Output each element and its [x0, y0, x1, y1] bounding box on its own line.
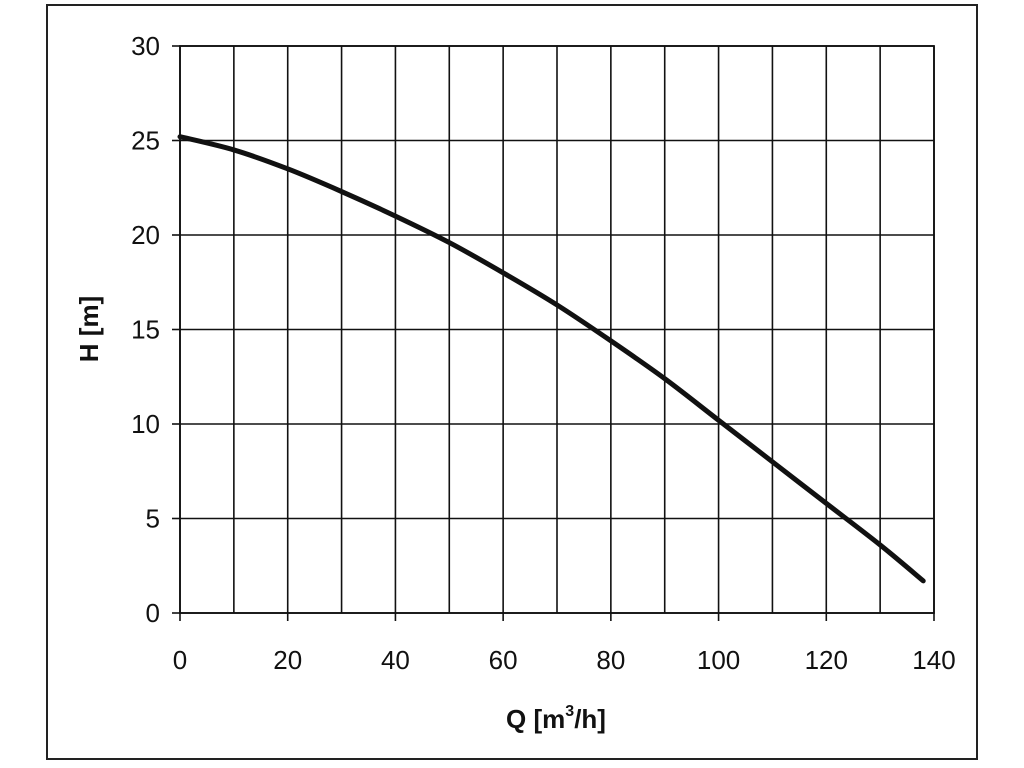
x-axis-title-superscript: 3: [565, 703, 574, 720]
x-tick-label: 100: [697, 645, 740, 675]
x-axis-title-main: Q [m: [506, 704, 565, 734]
series-point: [339, 189, 344, 194]
series-point: [393, 214, 398, 219]
grid-lines: [179, 45, 935, 614]
series-point: [770, 459, 775, 464]
series-point: [555, 302, 560, 307]
series-point: [921, 578, 926, 583]
series-point: [447, 240, 452, 245]
y-tick-labels: 0 5 10 15 20 25 30: [131, 31, 160, 628]
x-tick-label: 140: [912, 645, 955, 675]
y-tick-label: 15: [131, 315, 160, 345]
x-tick-label: 80: [596, 645, 625, 675]
x-tick-labels: 0 20 40 60 80 100 120 140: [173, 645, 956, 675]
series-line-head-curve: [177, 134, 926, 584]
series-point: [824, 501, 829, 506]
y-tick-label: 0: [146, 598, 160, 628]
series-point: [608, 338, 613, 343]
x-axis-title-suffix: /h]: [574, 704, 606, 734]
series-point: [501, 270, 506, 275]
y-tick-label: 20: [131, 220, 160, 250]
series-point: [878, 542, 883, 547]
tick-marks: [172, 45, 935, 621]
x-tick-label: 60: [489, 645, 518, 675]
y-tick-label: 10: [131, 409, 160, 439]
x-axis-title: Q [m3/h]: [506, 703, 606, 734]
x-tick-label: 40: [381, 645, 410, 675]
x-tick-label: 20: [273, 645, 302, 675]
series-point: [231, 147, 236, 152]
y-axis-title: H [m]: [74, 296, 104, 362]
y-tick-label: 30: [131, 31, 160, 61]
chart-frame: [46, 4, 978, 760]
series-points: [178, 134, 926, 583]
y-tick-label: 25: [131, 126, 160, 156]
series-point: [285, 166, 290, 171]
y-tick-label: 5: [146, 504, 160, 534]
x-tick-label: 0: [173, 645, 187, 675]
series-point: [662, 376, 667, 381]
series-point: [716, 418, 721, 423]
x-tick-label: 120: [805, 645, 848, 675]
series-point: [178, 134, 183, 139]
